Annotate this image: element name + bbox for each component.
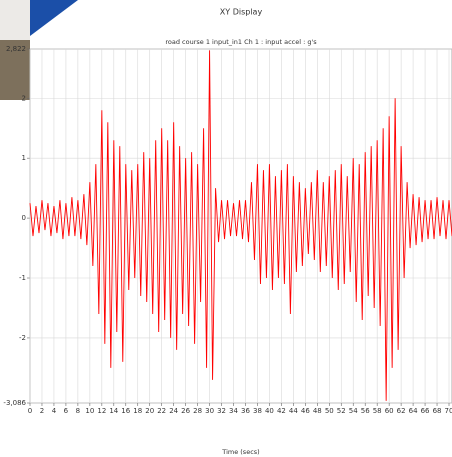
x-tick-label: 42 [277,407,286,415]
x-tick-label: 12 [97,407,106,415]
x-tick-label: 10 [85,407,94,415]
x-tick-label: 44 [289,407,298,415]
x-tick-label: 38 [253,407,262,415]
x-tick-label: 70 [445,407,452,415]
y-tick-label: -3,086 [3,399,26,407]
x-tick-label: 34 [229,407,238,415]
y-tick-label: 0 [22,214,26,222]
x-tick-label: 58 [373,407,382,415]
y-tick-label: -1 [19,274,26,282]
x-tick-label: 26 [181,407,190,415]
x-axis-label: Time (secs) [221,448,259,456]
thumbnail-overlay [0,0,30,40]
xy-display-window: XY Display road course 1 input_in1 Ch 1 … [0,0,452,457]
y-tick-label: -2 [19,334,26,342]
x-tick-label: 36 [241,407,250,415]
window-title: XY Display [220,8,263,17]
chart-title: road course 1 input_in1 Ch 1 : input acc… [165,38,317,46]
x-tick-label: 8 [76,407,80,415]
x-tick-label: 2 [40,407,44,415]
x-tick-label: 66 [421,407,430,415]
y-tick-label: 2 [22,94,26,102]
x-tick-label: 18 [133,407,142,415]
x-tick-label: 32 [217,407,226,415]
x-tick-label: 52 [337,407,346,415]
y-tick-label: 2,822 [6,45,26,53]
x-tick-label: 40 [265,407,274,415]
x-tick-label: 46 [301,407,310,415]
x-tick-label: 48 [313,407,322,415]
x-tick-label: 20 [145,407,154,415]
x-tick-label: 24 [169,407,178,415]
x-tick-label: 22 [157,407,166,415]
x-tick-label: 0 [28,407,32,415]
x-tick-label: 54 [349,407,358,415]
x-tick-label: 62 [397,407,406,415]
x-tick-label: 6 [64,407,69,415]
x-tick-label: 50 [325,407,334,415]
x-tick-label: 68 [433,407,442,415]
x-tick-label: 28 [193,407,202,415]
x-tick-label: 56 [361,407,370,415]
x-tick-label: 64 [409,407,418,415]
x-tick-label: 4 [52,407,57,415]
y-tick-label: 1 [22,154,26,162]
x-tick-label: 14 [109,407,118,415]
x-tick-label: 16 [121,407,130,415]
x-tick-label: 60 [385,407,394,415]
x-tick-label: 30 [205,407,214,415]
